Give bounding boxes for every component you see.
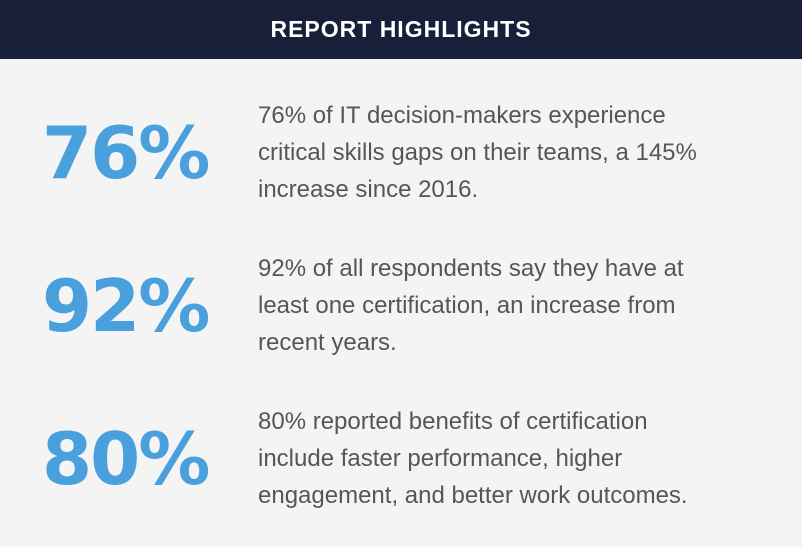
stat-description-line: increase since 2016. [258, 176, 479, 203]
stat-description: 80% reported benefits of certification i… [258, 403, 688, 514]
stat-description-line: engagement, and better work outcomes. [258, 482, 688, 509]
stat-description-line: recent years. [258, 329, 397, 356]
page-title: REPORT HIGHLIGHTS [270, 16, 532, 42]
stat-description-line: include faster performance, higher [258, 445, 623, 472]
stat-description-line: critical skills gaps on their teams, a 1… [258, 139, 697, 166]
report-highlights-panel: REPORT HIGHLIGHTS 76% 76% of IT decision… [0, 0, 802, 514]
stat-description: 92% of all respondents say they have at … [258, 250, 684, 361]
highlight-row: 76% 76% of IT decision-makers experience… [42, 97, 762, 208]
highlight-row: 92% 92% of all respondents say they have… [42, 250, 762, 361]
stat-description-line: 92% of all respondents say they have at [258, 255, 684, 282]
stat-value: 92% [42, 263, 210, 348]
highlights-list: 76% 76% of IT decision-makers experience… [0, 59, 802, 514]
highlight-row: 80% 80% reported benefits of certificati… [42, 403, 762, 514]
stat-description-line: least one certification, an increase fro… [258, 292, 676, 319]
stat-description-line: 76% of IT decision-makers experience [258, 102, 666, 129]
report-highlights-header: REPORT HIGHLIGHTS [0, 0, 802, 59]
stat-value: 80% [42, 416, 210, 501]
stat-description: 76% of IT decision-makers experience cri… [258, 97, 697, 208]
stat-value: 76% [42, 110, 210, 195]
stat-description-line: 80% reported benefits of certification [258, 408, 648, 435]
